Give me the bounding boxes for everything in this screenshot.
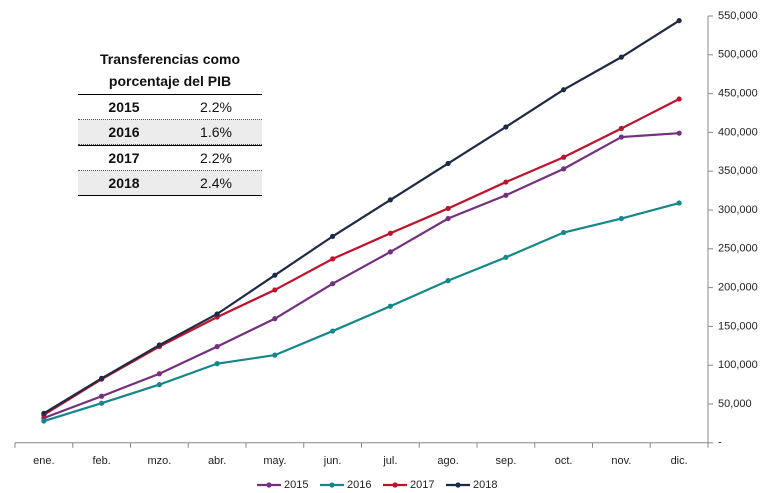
table-row: 2018 2.4% [78,170,262,196]
point [676,18,682,24]
point [387,303,393,309]
point [156,371,162,377]
point [99,400,105,406]
legend-dot [329,482,335,488]
point [676,200,682,206]
y-tick-label: 300,000 [718,204,758,216]
table-value: 2.2% [200,99,232,115]
y-tick-label: 150,000 [718,320,758,332]
point [618,134,624,140]
y-tick-label: 400,000 [718,126,758,138]
point [676,130,682,136]
point [561,87,567,93]
point [445,160,451,167]
x-tick-label: feb. [92,455,110,467]
legend-label: 2017 [410,479,434,491]
legend-dot [266,482,272,488]
point [156,382,162,388]
table-year: 2016 [108,124,140,140]
table-year: 2015 [108,99,140,115]
table-year: 2017 [108,150,140,166]
x-tick-label: sep. [495,455,516,467]
point [156,342,162,348]
y-tick-label: - [718,437,722,449]
y-tick-label: 100,000 [718,359,758,371]
y-tick-label: 500,000 [718,49,758,61]
y-tick-label: 250,000 [718,243,758,255]
point [618,215,624,222]
point [445,215,451,222]
point [330,233,336,239]
x-tick-label: may. [263,455,286,467]
series-line [43,201,680,423]
table-row: 2015 2.2% [78,94,262,119]
point [330,256,336,262]
point [561,166,567,172]
table-row: 2016 1.6% [78,119,262,145]
table-value: 2.2% [200,150,232,166]
table-value: 1.6% [200,124,232,140]
point [41,418,47,424]
point [561,154,567,160]
point [445,278,451,284]
point [618,125,624,132]
x-tick-label: oct. [555,455,573,467]
y-tick-label: 50,000 [718,398,752,410]
point [387,230,393,236]
point [272,287,278,293]
y-tick-label: 200,000 [718,282,758,294]
point [330,328,336,334]
point [272,352,278,358]
point [214,361,220,367]
inset-table: Transferencias como porcentaje del PIB 2… [78,48,262,196]
legend-label: 2015 [284,479,308,491]
point [561,229,567,236]
series-line [43,98,680,416]
series-line [43,19,680,415]
point [41,410,47,416]
point [214,311,220,317]
x-tick-label: jun. [323,455,342,467]
point [387,197,393,203]
table-year: 2018 [108,175,140,191]
x-tick-label: ene. [33,455,54,467]
point [330,281,336,287]
point [99,375,105,381]
legend-label: 2016 [347,479,371,491]
x-tick-label: dic. [671,455,688,467]
x-tick-label: mzo. [147,455,171,467]
point [99,393,105,399]
point [272,272,278,278]
point [503,192,509,198]
table-value: 2.4% [200,175,232,191]
legend-label: 2018 [473,479,497,491]
inset-title: Transferencias como porcentaje del PIB [99,51,241,89]
y-tick-label: 550,000 [718,10,758,22]
y-tick-label: 350,000 [718,165,758,177]
point [618,54,624,60]
series-line [43,132,680,419]
point [387,249,393,255]
point [503,179,509,185]
point [214,343,220,350]
legend-dot [455,482,461,488]
point [503,124,509,130]
point [445,205,451,212]
y-tick-label: 450,000 [718,88,758,100]
point [503,254,509,260]
x-tick-label: nov. [611,455,631,467]
x-tick-label: abr. [208,455,226,467]
point [272,316,278,322]
x-tick-label: jul. [382,455,397,467]
legend-dot [392,482,398,488]
x-tick-label: ago. [437,455,458,467]
point [676,96,682,102]
table-row: 2017 2.2% [78,145,262,170]
